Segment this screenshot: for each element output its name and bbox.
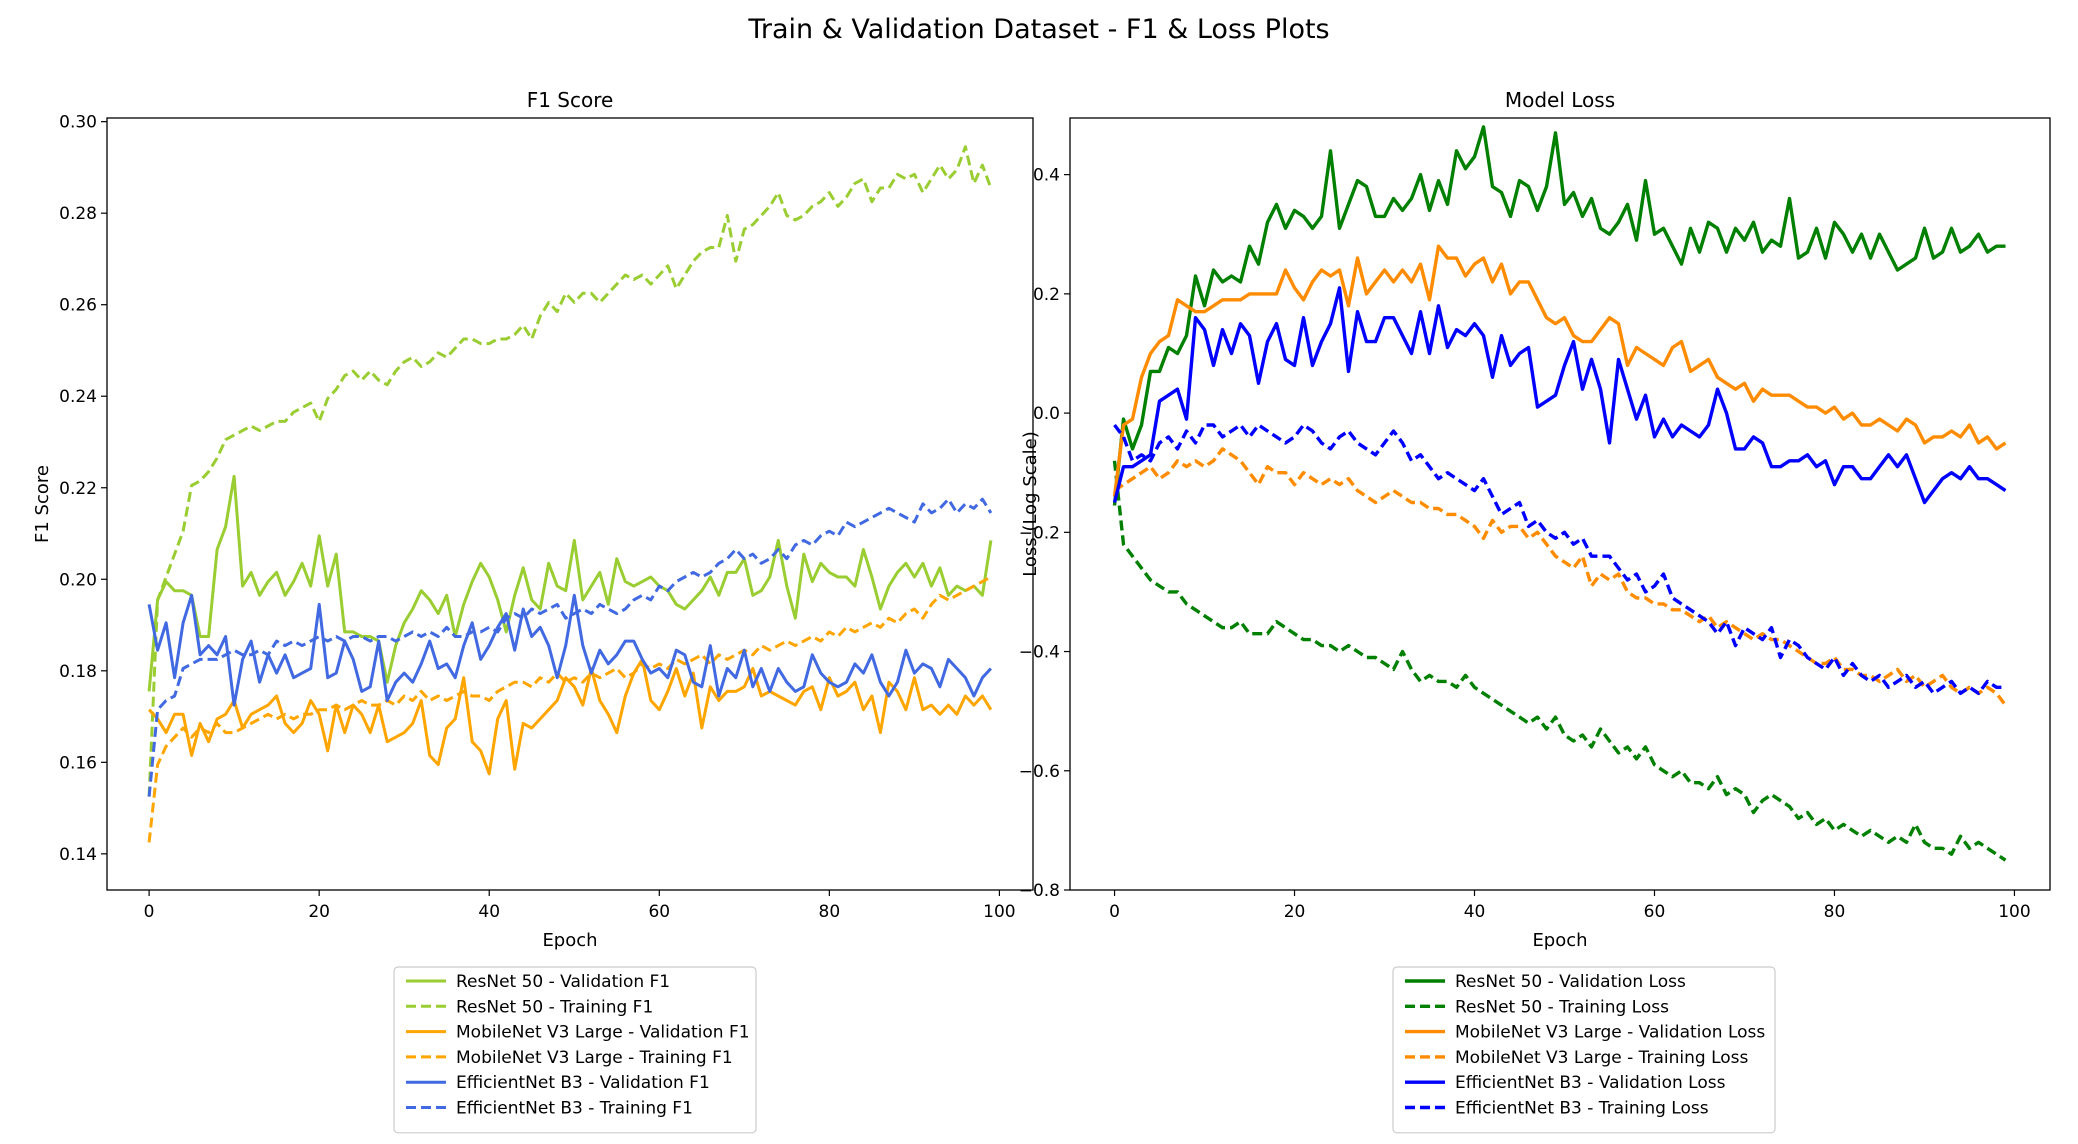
x-tick-label: 0 (1109, 902, 1120, 922)
legend-label: EfficientNet B3 - Validation F1 (456, 1073, 710, 1093)
legend-label: MobileNet V3 Large - Validation Loss (1455, 1023, 1765, 1043)
y-tick-label: 0.22 (59, 479, 97, 499)
series-line (1112, 286, 2007, 505)
y-tick-label: 0.26 (59, 296, 97, 316)
y-tick-label: 0.20 (59, 570, 97, 590)
legend-label: MobileNet V3 Large - Validation F1 (456, 1023, 750, 1043)
legend-label: ResNet 50 - Validation Loss (1455, 972, 1686, 992)
y-tick-label: 0.16 (59, 753, 97, 773)
x-tick-label: 100 (1998, 902, 2030, 922)
x-tick-label: 0 (144, 902, 155, 922)
legend-label: EfficientNet B3 - Training F1 (456, 1099, 693, 1119)
y-tick-label: 0.2 (1033, 285, 1060, 305)
y-tick-label: 0.0 (1033, 404, 1060, 424)
x-tick-label: 60 (1644, 902, 1666, 922)
legend-label: EfficientNet B3 - Validation Loss (1455, 1073, 1726, 1093)
x-axis-label: Epoch (542, 930, 597, 951)
x-tick-label: 40 (478, 902, 500, 922)
legend-label: ResNet 50 - Training Loss (1455, 997, 1669, 1017)
legend-label: MobileNet V3 Large - Training Loss (1455, 1048, 1749, 1068)
legend-label: MobileNet V3 Large - Training F1 (456, 1048, 733, 1068)
x-tick-label: 100 (983, 902, 1015, 922)
y-tick-label: 0.4 (1033, 166, 1060, 186)
f1-score-panel: F1 Score 0 20 40 60 80 100 0.14 0.16 0.18 0.20 0.22… (32, 88, 1034, 1134)
figure-title: Train & Validation Dataset - F1 & Loss P… (747, 14, 1329, 45)
x-tick-label: 20 (1284, 902, 1306, 922)
x-tick-label: 80 (819, 902, 841, 922)
y-tick-label: 0.28 (59, 204, 97, 224)
x-tick-label: 80 (1824, 902, 1846, 922)
legend-box (1392, 966, 1776, 1134)
chart-title: F1 Score (527, 88, 614, 112)
legend-label: ResNet 50 - Training F1 (456, 997, 653, 1017)
plot-frame (106, 117, 1034, 891)
series-line (1112, 460, 2007, 862)
y-tick-label: −0.6 (1019, 762, 1060, 782)
series-line (1113, 447, 2007, 707)
y-tick-label: −0.2 (1019, 523, 1060, 543)
model-loss-panel: Model Loss 0 20 40 60 80 100 −0.8 −0.6 −0.4 −0.2 0.… (1019, 88, 2051, 1134)
legend-label: EfficientNet B3 - Training Loss (1455, 1099, 1709, 1119)
y-tick-label: 0.18 (59, 662, 97, 682)
x-axis-label: Epoch (1532, 930, 1587, 951)
x-tick-label: 20 (308, 902, 330, 922)
series-line (147, 657, 993, 776)
y-tick-label: 0.14 (59, 845, 97, 865)
legend-label: ResNet 50 - Validation F1 (456, 972, 670, 992)
series-line (1113, 423, 2006, 695)
y-tick-label: 0.24 (59, 387, 97, 407)
series-line (1112, 244, 2007, 497)
series-line (147, 575, 992, 843)
series-line (1112, 125, 2006, 506)
x-tick-label: 40 (1464, 902, 1486, 922)
y-axis-label: F1 Score (32, 465, 53, 543)
x-tick-label: 60 (648, 902, 670, 922)
y-axis-label: Loss (Log Scale) (1020, 431, 1041, 577)
series-line (147, 145, 993, 797)
series-line (147, 593, 993, 707)
series-line (147, 497, 993, 797)
series-line (147, 474, 993, 692)
chart-title: Model Loss (1505, 88, 1615, 112)
legend-box (393, 966, 757, 1134)
y-tick-label: −0.4 (1019, 643, 1060, 663)
y-tick-label: −0.8 (1019, 881, 1060, 901)
y-tick-label: 0.30 (59, 113, 97, 133)
plot-frame (1069, 117, 2051, 891)
